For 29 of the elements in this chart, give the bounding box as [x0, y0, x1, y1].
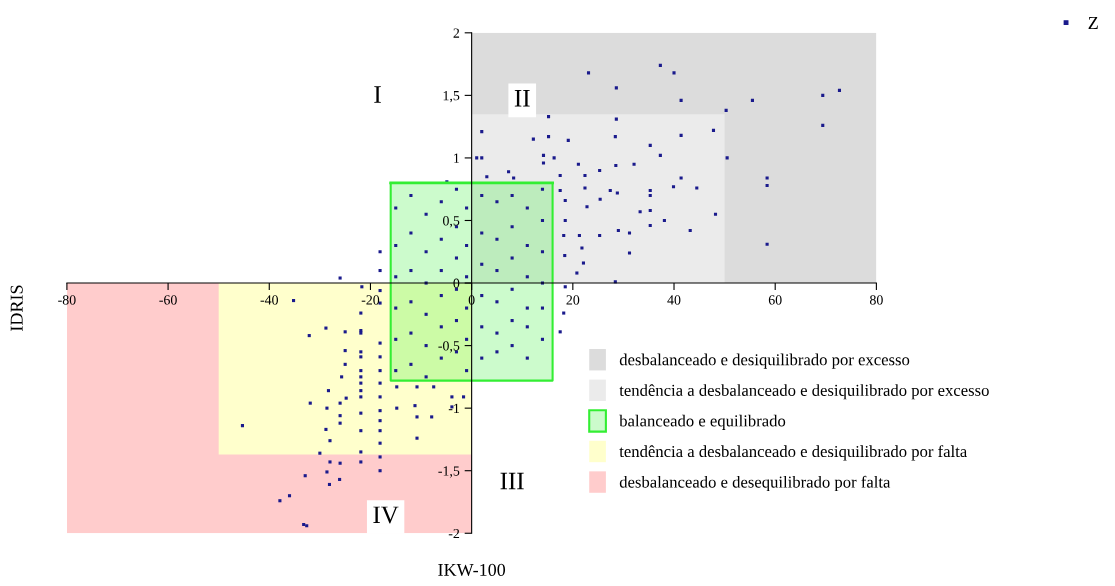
annotation: I [374, 86, 381, 103]
x-tick-label: 60 [768, 295, 782, 305]
legend-label: Z [1088, 17, 1098, 29]
y-tick-label: -1,5 [438, 466, 460, 478]
x-tick-label: -20 [361, 295, 380, 305]
legend-label: balanceado e equilibrado [619, 414, 786, 430]
legend-label: desbalanceado e desiquilibrado por excesso [619, 353, 910, 369]
x-axis-title: IKW-100 [438, 563, 506, 577]
y-tick-label: 1 [454, 153, 460, 163]
y-tick-label: -2 [448, 528, 460, 539]
y-tick-label: -1 [448, 403, 460, 413]
legend-label: tendência a desbalanceado e desiquilibrado por excesso [619, 384, 989, 400]
annotation: III [500, 472, 524, 490]
x-tick-label: -40 [260, 295, 278, 305]
y-tick-label: 2 [453, 28, 460, 38]
annotation: IV [373, 506, 399, 524]
legend-label: tendência a desbalanceado e desiquilibrado por falta [619, 445, 967, 461]
x-tick-label: 80 [869, 295, 883, 305]
x-tick-label: -60 [159, 295, 177, 305]
x-tick-label: -80 [58, 295, 76, 305]
legend-label: desbalanceado e desequilibrado por falta [619, 475, 891, 492]
x-tick-label: 40 [667, 295, 681, 305]
annotation: II [514, 90, 530, 107]
y-tick-label: -0,5 [438, 341, 460, 353]
x-tick-label: 20 [566, 295, 580, 305]
y-tick-label: 1,5 [443, 91, 460, 103]
y-tick-label: 0,5 [443, 216, 460, 228]
y-tick-label: 0 [453, 278, 460, 288]
y-axis-title: IDRIS [10, 285, 23, 331]
